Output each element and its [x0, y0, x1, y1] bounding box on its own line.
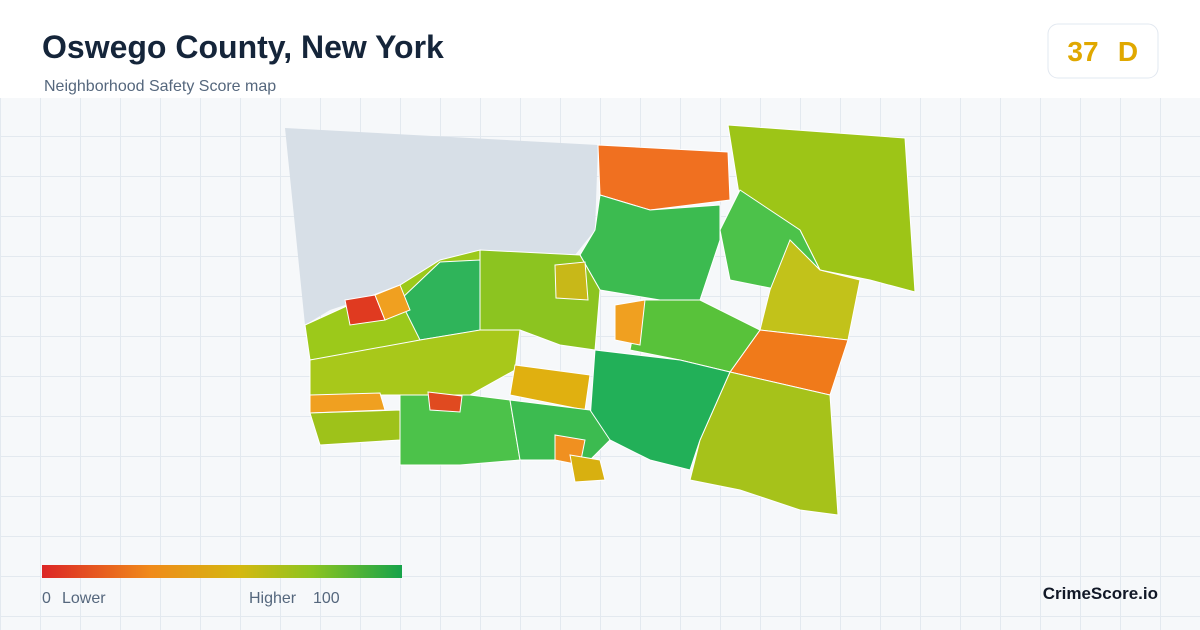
region [569, 454, 606, 483]
brand: CrimeScore.io [1043, 584, 1158, 603]
lake [285, 128, 598, 325]
score-grade: D [1118, 36, 1138, 67]
region [579, 194, 721, 301]
score-box [1047, 23, 1159, 79]
region [614, 299, 646, 346]
legend-min: 0 [42, 590, 51, 607]
region [374, 284, 411, 321]
title: Oswego County, New York [42, 29, 444, 65]
region [554, 261, 589, 301]
region [689, 371, 839, 516]
header-band [0, 0, 1200, 98]
legend-min-label: Lower [62, 590, 106, 607]
legend-max-label: Higher [249, 590, 297, 607]
region [309, 392, 386, 414]
score-value: 37 [1067, 36, 1098, 67]
map [285, 124, 916, 516]
legend-bar [42, 565, 402, 578]
subtitle: Neighborhood Safety Score map [44, 78, 276, 95]
region [427, 391, 463, 413]
region [309, 409, 401, 446]
region [597, 144, 731, 211]
legend-max: 100 [313, 590, 340, 607]
